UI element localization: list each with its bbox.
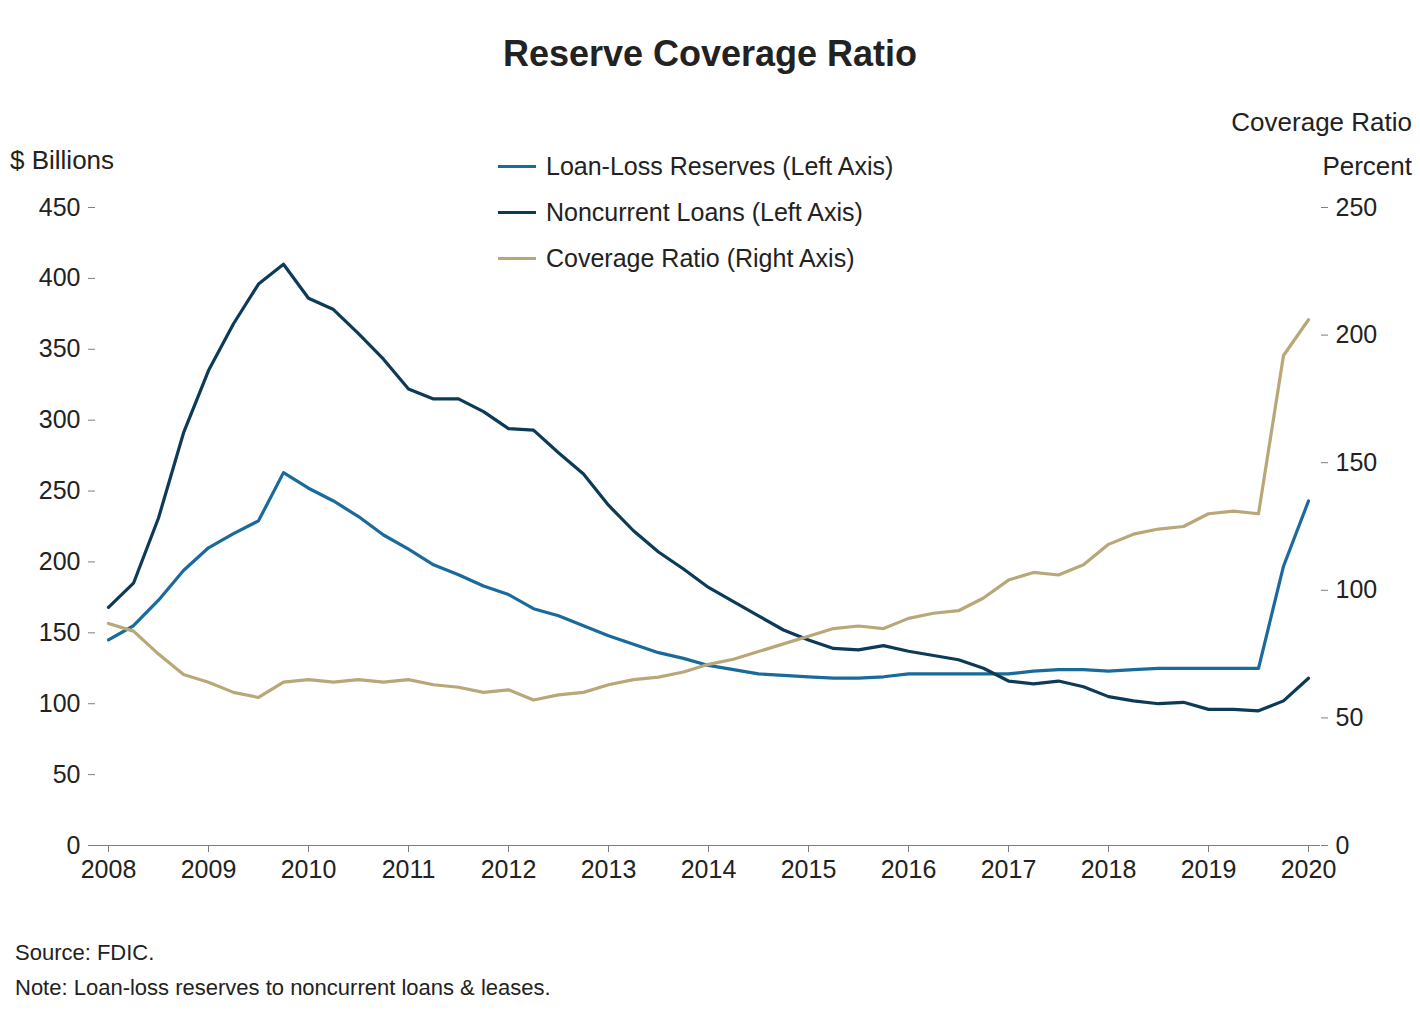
html-text:Source: FDIC.: Source: FDIC.: [15, 940, 155, 965]
html-text:Reserve Coverage Ratio: Reserve Coverage Ratio: [502, 33, 918, 74]
svg-text:50: 50: [1336, 703, 1364, 731]
svg-text:50: 50: [53, 760, 81, 788]
svg-text:2018: 2018: [1081, 855, 1137, 883]
svg-text:2008: 2008: [81, 855, 137, 883]
html-text:Note: Loan-loss reserves to no: Note: Loan-loss reserves to noncurrent l…: [15, 975, 551, 1000]
html-text:Coverage Ratio Percent: Coverage Ratio Percent: [1231, 107, 1412, 181]
svg-text:150: 150: [39, 618, 81, 646]
svg-text:200: 200: [39, 547, 81, 575]
html-text:Noncurrent Loans (Left Axis): Noncurrent Loans (Left Axis): [546, 197, 863, 226]
html-text:$ Billions: $ Billions: [10, 145, 115, 175]
svg-text:2019: 2019: [1181, 855, 1237, 883]
svg-text:400: 400: [39, 263, 81, 291]
svg-text:2013: 2013: [581, 855, 637, 883]
svg-text:2011: 2011: [382, 855, 436, 883]
svg-text:0: 0: [67, 831, 81, 859]
svg-text:100: 100: [39, 689, 81, 717]
svg-text:0: 0: [1336, 831, 1350, 859]
svg-text:200: 200: [1336, 320, 1378, 348]
svg-text:2017: 2017: [981, 855, 1037, 883]
html-text:Coverage Ratio (Right Axis): Coverage Ratio (Right Axis): [546, 243, 855, 272]
svg-text:2014: 2014: [681, 855, 737, 883]
svg-text:2010: 2010: [281, 855, 337, 883]
svg-text:450: 450: [39, 193, 81, 221]
svg-text:250: 250: [1336, 193, 1378, 221]
svg-text:250: 250: [39, 476, 81, 504]
svg-text:2015: 2015: [781, 855, 837, 883]
svg-text:2020: 2020: [1281, 855, 1337, 883]
svg-text:100: 100: [1336, 575, 1378, 603]
svg-text:2009: 2009: [181, 855, 237, 883]
svg-text:2016: 2016: [881, 855, 937, 883]
svg-text:150: 150: [1336, 448, 1378, 476]
svg-text:2012: 2012: [481, 855, 537, 883]
html-text:Loan-Loss Reserves (Left Axis): Loan-Loss Reserves (Left Axis): [546, 151, 894, 180]
svg-text:350: 350: [39, 334, 81, 362]
svg-text:300: 300: [39, 405, 81, 433]
